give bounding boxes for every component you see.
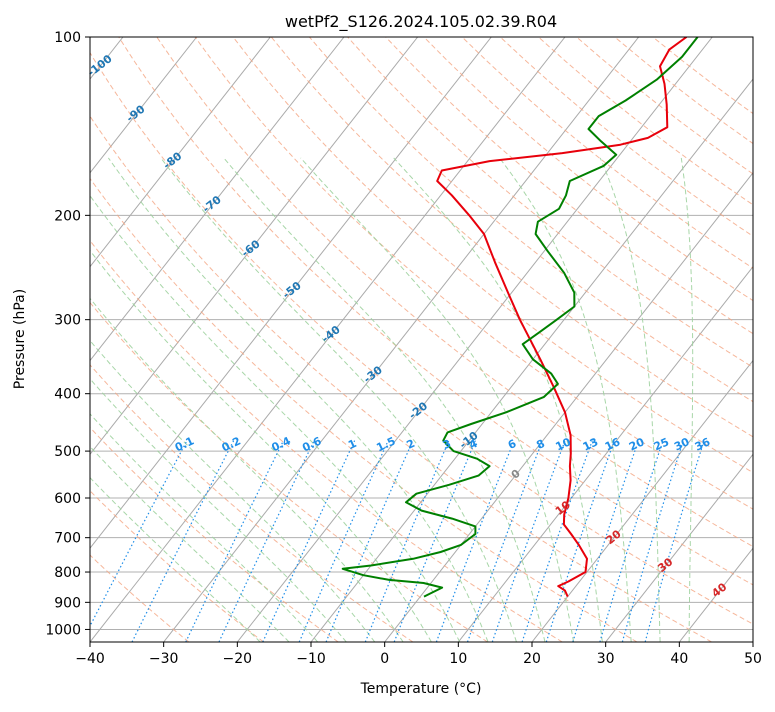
x-tick-label: 40	[670, 651, 688, 667]
y-axis-label: Pressure (hPa)	[12, 289, 28, 389]
y-tick-label: 200	[54, 208, 81, 224]
chart-title: wetPf2_S126.2024.105.02.39.R04	[285, 12, 557, 32]
x-tick-label: 50	[744, 651, 762, 667]
x-tick-label: −10	[296, 651, 326, 667]
y-tick-label: 500	[54, 444, 81, 460]
x-tick-label: 30	[597, 651, 615, 667]
y-tick-label: 300	[54, 313, 81, 329]
y-tick-label: 1000	[45, 622, 81, 638]
x-axis-label: Temperature (°C)	[360, 681, 482, 697]
x-tick-label: −20	[223, 651, 253, 667]
x-tick-label: −40	[75, 651, 105, 667]
x-tick-label: 0	[380, 651, 389, 667]
y-tick-label: 400	[54, 387, 81, 403]
y-tick-label: 600	[54, 491, 81, 507]
y-tick-label: 900	[54, 595, 81, 611]
x-tick-label: −30	[149, 651, 179, 667]
y-tick-label: 100	[54, 30, 81, 46]
y-tick-label: 800	[54, 565, 81, 581]
x-tick-label: 10	[449, 651, 467, 667]
y-tick-label: 700	[54, 531, 81, 547]
x-tick-label: 20	[523, 651, 541, 667]
